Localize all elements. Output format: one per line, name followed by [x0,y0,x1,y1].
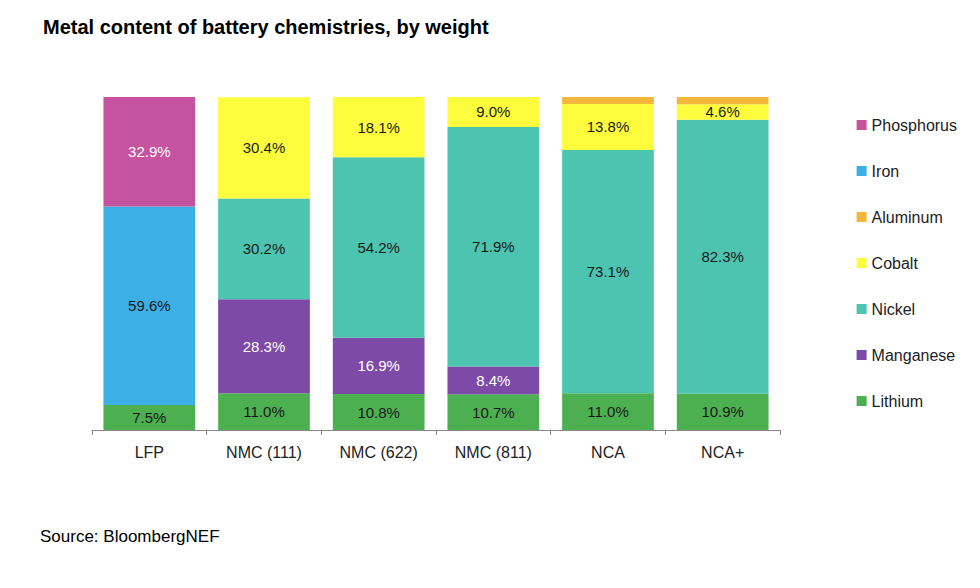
svg-text:10.7%: 10.7% [472,404,515,421]
svg-text:8.4%: 8.4% [476,372,510,389]
svg-text:10.8%: 10.8% [357,404,400,421]
svg-text:54.2%: 54.2% [357,239,400,256]
svg-text:9.0%: 9.0% [476,103,510,120]
svg-text:Source: BloombergNEF: Source: BloombergNEF [40,527,220,546]
svg-text:73.1%: 73.1% [587,263,630,280]
svg-text:32.9%: 32.9% [128,143,171,160]
svg-text:30.4%: 30.4% [243,139,286,156]
svg-text:11.0%: 11.0% [587,403,628,420]
svg-text:16.9%: 16.9% [357,357,400,374]
svg-text:18.1%: 18.1% [357,119,400,136]
svg-text:Manganese: Manganese [872,347,956,364]
svg-text:13.8%: 13.8% [587,118,630,135]
svg-text:Nickel: Nickel [872,301,916,318]
svg-text:7.5%: 7.5% [132,409,166,426]
svg-text:NMC (111): NMC (111) [226,444,302,461]
svg-text:Metal content of battery chemi: Metal content of battery chemistries, by… [43,16,489,38]
svg-text:11.0%: 11.0% [243,403,284,420]
svg-text:Lithium: Lithium [872,393,924,410]
svg-text:NMC (622): NMC (622) [340,444,418,461]
svg-text:Aluminum: Aluminum [872,209,943,226]
svg-text:30.2%: 30.2% [243,240,286,257]
svg-text:71.9%: 71.9% [472,238,515,255]
svg-text:LFP: LFP [135,444,164,461]
svg-text:NCA+: NCA+ [701,444,744,461]
svg-text:82.3%: 82.3% [701,248,744,265]
svg-text:4.6%: 4.6% [706,103,740,120]
svg-text:10.9%: 10.9% [701,403,744,420]
svg-text:Phosphorus: Phosphorus [872,117,957,134]
svg-text:59.6%: 59.6% [128,297,171,314]
svg-text:Cobalt: Cobalt [872,255,919,272]
svg-text:NCA: NCA [591,444,625,461]
svg-text:Iron: Iron [872,163,900,180]
svg-text:28.3%: 28.3% [243,338,286,355]
svg-text:NMC (811): NMC (811) [455,444,532,461]
